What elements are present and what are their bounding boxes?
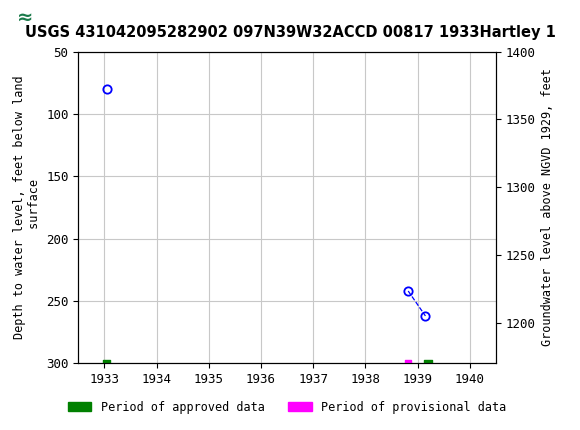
Y-axis label: Groundwater level above NGVD 1929, feet: Groundwater level above NGVD 1929, feet [541,68,554,347]
Y-axis label: Depth to water level, feet below land
 surface: Depth to water level, feet below land su… [13,76,41,339]
Bar [5,3,45,32]
Text: ≈: ≈ [17,8,33,27]
Text: USGS 431042095282902 097N39W32ACCD 00817 1933Hartley 1: USGS 431042095282902 097N39W32ACCD 00817… [24,25,556,40]
Text: USGS: USGS [55,8,110,26]
Legend: Period of approved data, Period of provisional data: Period of approved data, Period of provi… [63,396,511,418]
